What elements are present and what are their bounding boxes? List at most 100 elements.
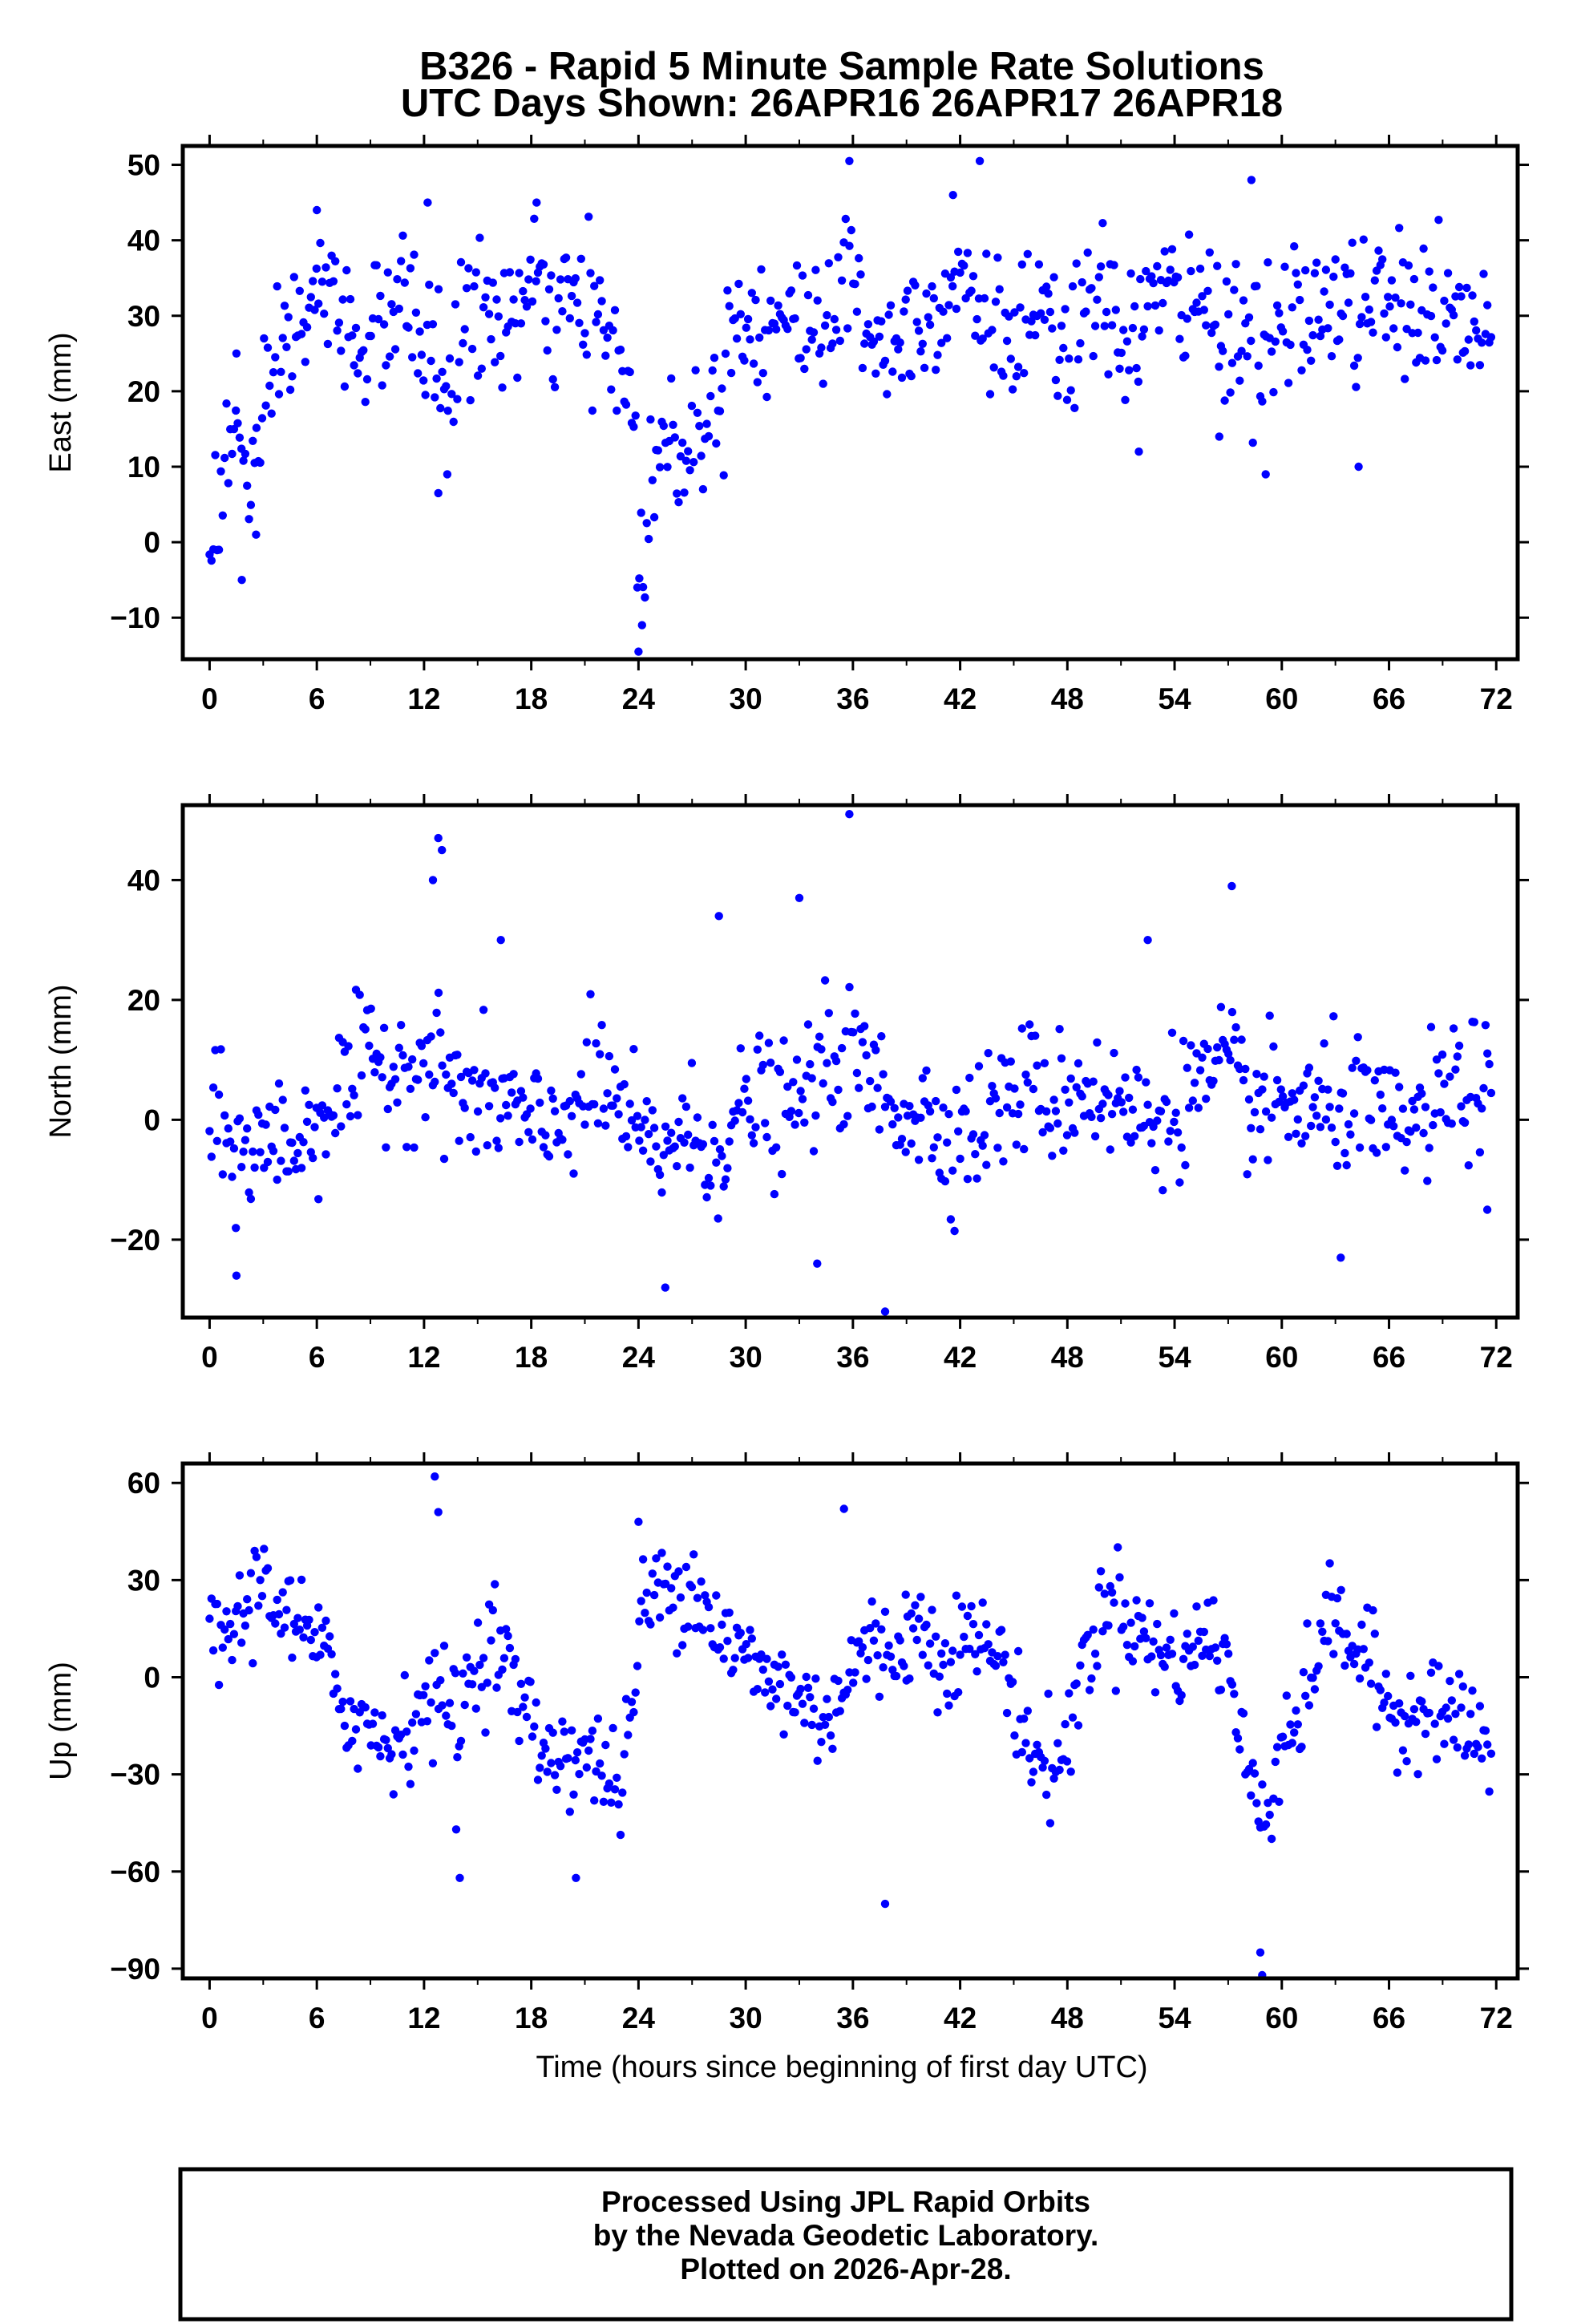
data-point [1307,1121,1316,1131]
data-point [1312,1111,1321,1120]
data-point [1479,1083,1488,1093]
data-point [862,1674,871,1683]
data-point [1384,1691,1393,1701]
data-point [1419,244,1428,253]
data-point [1013,1646,1023,1656]
data-point [907,1609,916,1618]
data-point [1160,247,1169,256]
data-point [729,1666,738,1674]
data-point [550,1107,560,1115]
x-tick-label: 48 [1051,2002,1084,2035]
data-point [1482,1205,1492,1214]
data-point [918,339,928,348]
data-point [1002,1103,1012,1112]
data-point [935,1672,944,1681]
data-point [558,1136,567,1144]
data-point [646,1157,655,1166]
data-point [302,1117,312,1127]
data-point [755,333,764,342]
data-point [1267,1113,1276,1122]
data-point [845,241,854,250]
data-point [693,1593,702,1602]
data-point [742,323,750,332]
data-point [1475,361,1485,370]
data-point [641,1609,649,1617]
data-point [657,1188,666,1197]
data-point [1278,1732,1288,1741]
data-point [477,364,486,373]
data-point [1357,313,1366,322]
y-tick-label: 40 [127,225,160,257]
data-point [376,291,385,301]
data-point [226,1137,235,1146]
data-point [599,326,609,334]
data-point [1059,1146,1068,1156]
data-point [1355,1674,1365,1683]
data-point [1479,269,1488,278]
data-point [582,1038,591,1047]
data-point [536,1763,544,1772]
data-point [968,272,978,281]
data-point [256,1148,265,1157]
data-point [541,1131,550,1140]
data-point [1055,1765,1064,1775]
data-point [863,320,873,329]
data-point [855,1083,863,1092]
data-point [1126,1618,1135,1627]
data-point [855,253,863,263]
data-point [1321,1115,1331,1124]
data-point [1252,281,1261,290]
data-point [1224,310,1233,319]
data-point [1376,1686,1385,1694]
data-point [766,1059,775,1067]
data-point [954,247,963,257]
data-point [1369,328,1377,337]
data-point [274,1609,284,1619]
data-point [564,1754,572,1763]
data-point [648,1106,657,1115]
data-point [851,1668,859,1677]
data-point [1288,1739,1297,1747]
data-point [940,1639,950,1648]
data-point [1230,1690,1239,1698]
data-point [417,350,427,359]
data-point [355,990,364,999]
data-point [877,1625,886,1634]
data-point [1093,1662,1102,1670]
data-point [1378,255,1387,264]
data-point [1040,1059,1049,1068]
data-point [714,1214,722,1223]
data-point [1062,1757,1072,1766]
data-point [1057,322,1066,330]
data-point [519,1703,528,1711]
data-point [1202,1095,1211,1103]
data-point [1159,298,1167,308]
data-point [1042,1107,1051,1116]
data-point [1198,292,1207,301]
data-point [509,295,518,304]
data-point [774,1662,782,1671]
data-point [932,1096,940,1106]
data-point [669,1603,677,1612]
data-point [839,1119,848,1129]
data-point [350,1091,358,1100]
data-point [1049,1774,1058,1783]
data-point [337,346,346,355]
data-point [860,1022,869,1030]
data-point [310,306,319,314]
data-point [758,369,767,378]
y-tick-label: 30 [127,300,160,333]
data-point [453,1051,462,1059]
x-tick-label: 60 [1265,2002,1298,2035]
data-point [1248,1155,1257,1164]
data-point [214,545,224,554]
y-axis-label: Up (mm) [44,1662,78,1780]
data-point [456,257,466,267]
data-point [284,313,293,322]
x-tick-label: 24 [622,1341,656,1374]
data-point [263,1564,273,1573]
data-point [1425,267,1433,276]
data-point [697,1577,706,1586]
data-point [999,371,1008,380]
data-point [880,1607,890,1617]
